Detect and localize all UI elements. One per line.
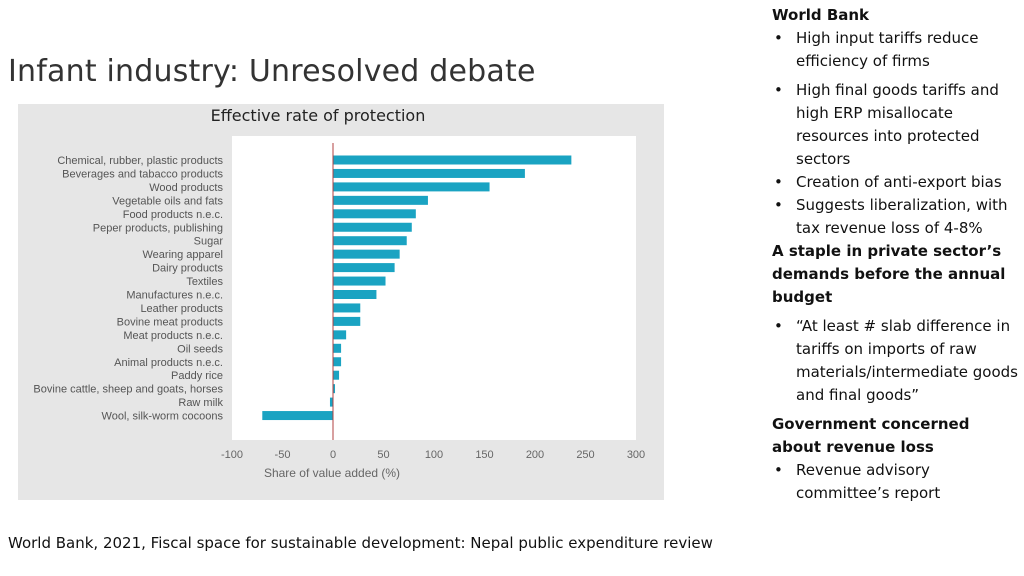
category-label: Dairy products xyxy=(152,263,223,275)
right-panel: World Bank High input tariffs reduce eff… xyxy=(772,4,1020,505)
bar xyxy=(329,397,333,407)
bar xyxy=(333,330,347,340)
bullet-item: Suggests liberalization, with tax revenu… xyxy=(772,194,1020,240)
private-sector-bullets: “At least # slab difference in tariffs o… xyxy=(772,315,1020,407)
category-label: Chemical, rubber, plastic products xyxy=(57,155,223,167)
x-axis-title: Share of value added (%) xyxy=(264,466,400,480)
x-tick-label: 50 xyxy=(377,449,389,461)
x-tick-label: 0 xyxy=(330,449,336,461)
x-tick-label: 200 xyxy=(526,449,544,461)
bullet-item: High final goods tariffs and high ERP mi… xyxy=(772,79,1020,171)
government-heading: Government concerned about revenue loss xyxy=(772,415,970,456)
category-label: Oil seeds xyxy=(177,343,223,355)
world-bank-bullets: High input tariffs reduce efficiency of … xyxy=(772,27,1020,240)
bar xyxy=(333,195,428,205)
category-label: Leather products xyxy=(140,303,223,315)
x-tick-label: -50 xyxy=(275,449,291,461)
erp-bar-chart: Chemical, rubber, plastic productsBevera… xyxy=(33,143,645,480)
slide-title: Infant industry: Unresolved debate xyxy=(8,54,536,89)
category-label: Beverages and tabacco products xyxy=(62,168,223,180)
bar xyxy=(333,357,342,367)
bullet-item: Revenue advisory committee’s report xyxy=(772,459,1020,505)
bar xyxy=(333,168,525,178)
world-bank-heading: World Bank xyxy=(772,6,870,24)
category-label: Bovine cattle, sheep and goats, horses xyxy=(33,384,223,396)
bar xyxy=(333,249,400,259)
category-label: Peper products, publishing xyxy=(93,222,223,234)
x-tick-label: 250 xyxy=(576,449,594,461)
category-label: Wool, silk-worm cocoons xyxy=(102,411,224,423)
bar xyxy=(333,303,361,313)
bullet-item: “At least # slab difference in tariffs o… xyxy=(772,315,1020,407)
bar xyxy=(333,263,395,273)
category-label: Meat products n.e.c. xyxy=(123,330,223,342)
category-label: Sugar xyxy=(194,236,224,248)
bullet-item: Creation of anti-export bias xyxy=(772,171,1020,194)
category-label: Wood products xyxy=(149,182,223,194)
category-label: Wearing apparel xyxy=(142,249,223,261)
bar xyxy=(262,411,333,421)
bar xyxy=(333,316,361,326)
bar xyxy=(333,290,377,299)
chart-title: Effective rate of protection xyxy=(210,106,426,125)
bar xyxy=(333,343,342,353)
category-label: Bovine meat products xyxy=(117,316,224,328)
x-tick-label: 100 xyxy=(425,449,443,461)
category-label: Vegetable oils and fats xyxy=(112,195,223,207)
bullet-item: High input tariffs reduce efficiency of … xyxy=(772,27,1020,73)
x-tick-label: 300 xyxy=(627,449,645,461)
x-tick-label: -100 xyxy=(221,449,243,461)
x-tick-label: 150 xyxy=(475,449,493,461)
government-bullets: Revenue advisory committee’s report xyxy=(772,459,1020,505)
category-label: Animal products n.e.c. xyxy=(114,357,223,369)
bar xyxy=(333,236,407,246)
bar xyxy=(333,370,340,380)
bar xyxy=(333,182,490,192)
bar xyxy=(333,384,336,394)
category-label: Food products n.e.c. xyxy=(123,209,223,221)
bar xyxy=(333,222,412,232)
bar xyxy=(333,209,416,219)
category-label: Textiles xyxy=(186,276,223,288)
category-label: Paddy rice xyxy=(171,370,223,382)
bar xyxy=(333,276,386,286)
category-label: Manufactures n.e.c. xyxy=(126,290,223,302)
private-sector-heading: A staple in private sector’s demands bef… xyxy=(772,242,1006,306)
bar xyxy=(333,155,572,165)
source-citation: World Bank, 2021, Fiscal space for susta… xyxy=(8,534,713,552)
category-label: Raw milk xyxy=(178,397,223,409)
